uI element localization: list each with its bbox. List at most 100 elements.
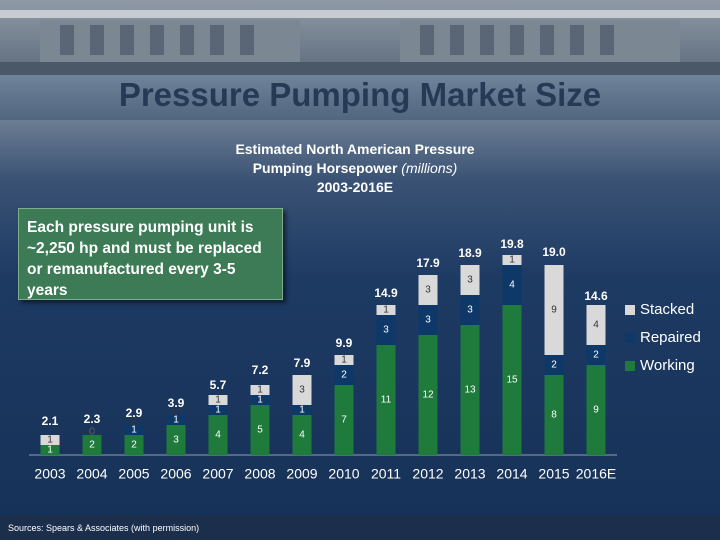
- x-tick-label: 2016E: [576, 466, 616, 482]
- bar-segment: [586, 345, 606, 365]
- segment-label: 4: [215, 430, 221, 441]
- x-tick-label: 2012: [412, 466, 443, 482]
- segment-label: 3: [299, 385, 305, 396]
- segment-label: 1: [173, 415, 179, 426]
- segment-label: 11: [381, 395, 392, 406]
- callout: Each pressure pumping unit is ~2,250 hp …: [18, 208, 283, 300]
- bar-segment: [250, 385, 270, 395]
- x-tick-label: 2007: [202, 466, 233, 482]
- segment-label: 1: [47, 435, 53, 446]
- segment-label: 3: [425, 285, 431, 296]
- segment-label: 2: [89, 440, 95, 451]
- total-label: 18.9: [458, 246, 482, 260]
- bar-segment: [418, 275, 438, 305]
- bar-segment: [82, 435, 102, 455]
- x-tick-label: 2010: [328, 466, 359, 482]
- bar-segment: [502, 305, 522, 455]
- segment-label: 9: [593, 405, 599, 416]
- segment-label: 2: [341, 370, 347, 381]
- bar-segment: [124, 425, 144, 435]
- segment-label: 1: [215, 405, 221, 416]
- bar-segment: [40, 445, 60, 455]
- total-label: 2.1: [42, 414, 59, 428]
- bar-segment: [208, 395, 228, 405]
- segment-label: 1: [383, 305, 389, 316]
- total-label: 9.9: [336, 336, 353, 350]
- chart-title: Estimated North American Pressure Pumpin…: [225, 140, 485, 197]
- bar-segment: [502, 255, 522, 265]
- x-tick-label: 2013: [454, 466, 485, 482]
- segment-label: 3: [467, 305, 473, 316]
- segment-label: 4: [509, 280, 515, 291]
- segment-label: 2: [131, 440, 137, 451]
- segment-label: 2: [593, 350, 599, 361]
- bar-segment: [418, 335, 438, 455]
- total-label: 5.7: [210, 378, 227, 392]
- bar-segment: [334, 365, 354, 385]
- bar-segment: [250, 405, 270, 455]
- legend-swatch: [625, 333, 635, 343]
- segment-label: 0: [89, 427, 95, 438]
- segment-label: 12: [422, 390, 434, 401]
- legend-label: Stacked: [640, 301, 694, 318]
- bar-segment: [208, 405, 228, 415]
- x-tick-label: 2014: [496, 466, 527, 482]
- bar-segment: [544, 375, 564, 455]
- total-label: 17.9: [416, 256, 440, 270]
- bar-segment: [376, 305, 396, 315]
- bar-segment: [40, 435, 60, 445]
- legend-label: Repaired: [640, 329, 701, 346]
- segment-label: 1: [215, 395, 221, 406]
- total-label: 7.9: [294, 356, 311, 370]
- bar-segment: [502, 265, 522, 305]
- bar-segment: [250, 395, 270, 405]
- total-label: 19.0: [542, 245, 566, 259]
- segment-label: 1: [47, 445, 53, 456]
- segment-label: 0: [173, 407, 179, 418]
- x-tick-label: 2006: [160, 466, 191, 482]
- chart-title-text: Estimated North American Pressure Pumpin…: [235, 141, 475, 176]
- segment-label: 3: [467, 275, 473, 286]
- segment-label: 15: [506, 375, 518, 386]
- segment-label: 9: [551, 305, 557, 316]
- x-tick-label: 2009: [286, 466, 317, 482]
- segment-label: 1: [341, 355, 347, 366]
- chart-title-unit: (millions): [401, 160, 458, 176]
- total-label: 19.8: [500, 237, 524, 251]
- source: Sources: Spears & Associates (with permi…: [8, 523, 200, 533]
- bar-segment: [460, 325, 480, 455]
- segment-label: 2: [551, 360, 557, 371]
- banner-image: [0, 0, 720, 75]
- x-tick-label: 2005: [118, 466, 149, 482]
- total-label: 2.3: [84, 412, 101, 426]
- x-tick-label: 2008: [244, 466, 275, 482]
- segment-label: 8: [551, 410, 557, 421]
- total-label: 3.9: [168, 396, 185, 410]
- bar-segment: [586, 365, 606, 455]
- bar-segment: [124, 435, 144, 455]
- x-tick-label: 2004: [76, 466, 107, 482]
- title-bar: [0, 75, 720, 120]
- legend-swatch: [625, 305, 635, 315]
- bar-segment: [460, 295, 480, 325]
- segment-label: 4: [299, 430, 305, 441]
- bar-segment: [334, 355, 354, 365]
- x-tick-label: 2003: [34, 466, 65, 482]
- slide-title: Pressure Pumping Market Size: [118, 76, 602, 113]
- legend-label: Working: [640, 357, 695, 374]
- bar-segment: [166, 425, 186, 455]
- total-label: 14.9: [374, 286, 398, 300]
- segment-label: 7: [341, 415, 347, 426]
- total-label: 2.9: [126, 406, 143, 420]
- segment-label: 4: [593, 320, 599, 331]
- x-tick-label: 2015: [538, 466, 569, 482]
- bar-segment: [586, 305, 606, 345]
- chart-subtitle: 2003-2016E: [316, 179, 394, 195]
- segment-label: 1: [509, 255, 515, 266]
- segment-label: 1: [257, 395, 263, 406]
- segment-label: 13: [464, 385, 476, 396]
- segment-label: 1: [257, 385, 263, 396]
- segment-label: 3: [383, 325, 389, 336]
